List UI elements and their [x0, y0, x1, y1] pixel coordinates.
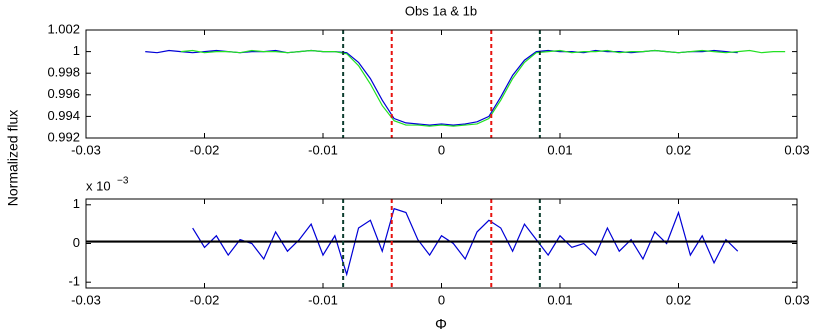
y-tick-label: 0: [73, 235, 80, 250]
x-tick-label: 0.02: [666, 292, 691, 307]
x-tick-label: 0: [438, 142, 445, 157]
y-tick-label: 1.002: [47, 21, 80, 36]
x-axis-label: Φ: [435, 316, 447, 333]
x-tick-label: -0.03: [71, 292, 101, 307]
x-tick-label: -0.01: [308, 292, 338, 307]
y-tick-label: 0.998: [47, 65, 80, 80]
y-axis-label: Normalized flux: [5, 110, 21, 206]
x-tick-label: -0.02: [190, 292, 220, 307]
x-tick-label: 0: [438, 292, 445, 307]
x-tick-label: -0.01: [308, 142, 338, 157]
data-line: [180, 49, 786, 127]
axis-multiplier: x 10: [86, 178, 111, 193]
x-tick-label: 0.03: [784, 142, 809, 157]
axes-box: [85, 29, 798, 139]
data-line: [192, 207, 739, 277]
y-tick-label: -1: [68, 274, 80, 289]
y-tick-label: 0.994: [47, 108, 80, 123]
x-tick-label: 0.02: [666, 142, 691, 157]
y-tick-label: 0.996: [47, 86, 80, 101]
x-tick-label: 0.03: [784, 292, 809, 307]
x-tick-label: 0.01: [547, 292, 572, 307]
chart-title: Obs 1a & 1b: [405, 3, 477, 18]
plot-area: [86, 30, 797, 138]
axis-multiplier-exponent: −3: [117, 176, 129, 187]
axes-box: [85, 198, 798, 289]
y-tick-label: 0.992: [47, 129, 80, 144]
y-tick-label: 1: [73, 196, 80, 211]
x-tick-label: 0.01: [547, 142, 572, 157]
plot-area: [86, 199, 797, 288]
x-tick-label: -0.03: [71, 142, 101, 157]
x-tick-label: -0.02: [190, 142, 220, 157]
y-tick-label: 1: [73, 43, 80, 58]
